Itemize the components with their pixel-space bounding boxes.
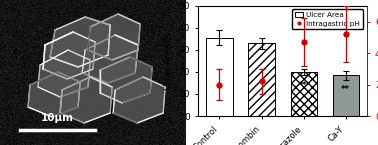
Bar: [291, 72, 317, 116]
Polygon shape: [113, 77, 165, 123]
Bar: [248, 43, 274, 116]
Bar: [206, 38, 232, 116]
Polygon shape: [100, 57, 152, 103]
Polygon shape: [38, 50, 90, 97]
Legend: Ulcer Area, Intragastric pH: Ulcer Area, Intragastric pH: [292, 9, 363, 29]
Text: **: **: [299, 81, 308, 90]
Polygon shape: [50, 17, 110, 67]
Polygon shape: [82, 35, 138, 83]
Polygon shape: [28, 72, 80, 117]
Polygon shape: [60, 77, 112, 123]
Polygon shape: [43, 32, 95, 79]
Text: **: **: [341, 85, 350, 94]
Bar: [333, 75, 359, 116]
Y-axis label: Ulcer Area %: Ulcer Area %: [164, 32, 173, 90]
Text: 10μm: 10μm: [40, 113, 74, 123]
Polygon shape: [88, 14, 140, 60]
